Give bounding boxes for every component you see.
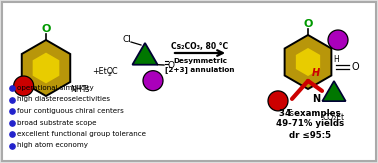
Text: [2+3] annulation: [2+3] annulation [165, 66, 235, 73]
Polygon shape [132, 43, 158, 65]
Text: excellent functional group tolerance: excellent functional group tolerance [17, 131, 146, 137]
Text: Ts: Ts [286, 109, 294, 118]
Text: H: H [333, 54, 339, 64]
Text: operational simplicity: operational simplicity [17, 85, 94, 91]
Circle shape [268, 91, 288, 111]
Text: Cs₂CO₃, 80 °C: Cs₂CO₃, 80 °C [172, 42, 229, 51]
Text: O: O [303, 19, 313, 29]
Text: four contiguous chiral centers: four contiguous chiral centers [17, 108, 124, 114]
Text: Cl: Cl [122, 36, 132, 44]
Polygon shape [22, 40, 70, 96]
Polygon shape [285, 35, 332, 89]
Text: Desymmetric: Desymmetric [173, 58, 227, 64]
Text: broad substrate scope: broad substrate scope [17, 119, 96, 126]
Polygon shape [33, 53, 59, 83]
Text: 49-71% yields: 49-71% yields [276, 119, 344, 128]
Text: NHTs: NHTs [70, 85, 89, 94]
Polygon shape [322, 81, 346, 101]
Text: H: H [312, 68, 320, 78]
Text: C: C [112, 67, 118, 76]
Text: high diastereoselectivities: high diastereoselectivities [17, 96, 110, 103]
Circle shape [143, 71, 163, 91]
Text: dr ≤95:5: dr ≤95:5 [289, 131, 331, 140]
Text: O: O [41, 24, 51, 34]
Text: CO₂Et: CO₂Et [323, 113, 345, 123]
Text: O: O [167, 60, 175, 69]
Text: +EtO: +EtO [92, 67, 113, 76]
Text: 34 examples: 34 examples [279, 109, 341, 118]
FancyBboxPatch shape [2, 2, 376, 161]
Circle shape [328, 30, 348, 50]
Text: 2: 2 [108, 72, 112, 76]
Circle shape [14, 76, 34, 96]
Text: high atom economy: high atom economy [17, 142, 88, 148]
Text: O: O [351, 62, 359, 72]
Polygon shape [296, 48, 320, 76]
Text: N: N [312, 94, 320, 104]
